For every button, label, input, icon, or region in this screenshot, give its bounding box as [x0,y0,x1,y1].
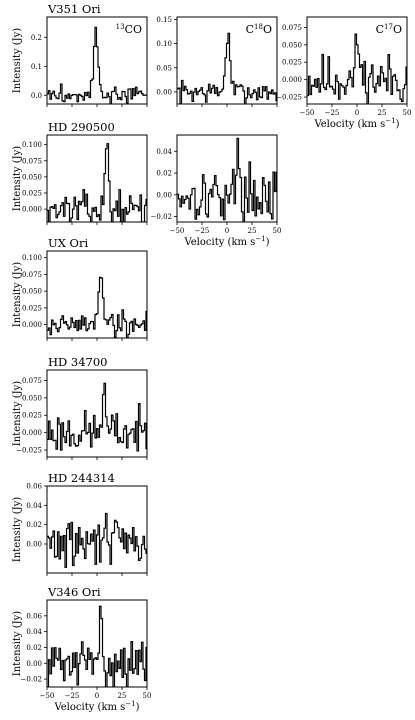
y-tick-label: 0.02 [26,521,42,529]
x-tick-label: −25 [195,227,210,235]
y-tick-label: 0.075 [22,271,42,279]
y-tick-label: 0.000 [282,76,302,84]
molecule-label: C18O [246,23,272,36]
x-axis-label: Velocity (km s−1) [183,235,269,248]
panel-title: V351 Ori [47,2,101,16]
y-tick-label: 0.050 [22,288,42,296]
y-axis-label: Intensity (Jy) [12,146,23,212]
y-tick-label: 0.0 [31,92,42,100]
panel-hd244314-13co: 0.00 0.02 0.04 0.06 HD 244314 Intensity (Jy) [12,471,148,576]
y-tick-label: 0.000 [22,321,42,329]
y-tick-label: −0.02 [21,676,42,684]
y-tick-label: 0.00 [26,541,42,549]
y-tick-label: 0.2 [31,34,42,42]
x-tick-label: 50 [403,109,412,117]
y-tick-label: 0.00 [156,88,172,96]
y-tick-label: 0.15 [156,16,172,24]
y-axis-label: Intensity (Jy) [12,497,23,563]
y-tick-label: 0.075 [22,377,42,385]
y-tick-label: −0.02 [151,213,172,221]
y-tick-label: 0.050 [22,394,42,402]
x-tick-label: 25 [378,109,387,117]
y-tick-label: 0.000 [22,206,42,214]
panel-uxori-13co: 0.000 0.025 0.050 0.075 0.100 UX Ori Intensity… [12,236,148,341]
y-tick-label: 0.00 [26,660,42,668]
y-tick-label: 0.075 [282,24,302,32]
y-tick-label: 0.100 [22,141,42,149]
x-tick-label: 0 [355,109,359,117]
x-tick-label: 25 [248,227,257,235]
x-tick-label: −50 [300,109,315,117]
spectrum-line [47,276,147,338]
panel-title: UX Ori [48,236,88,250]
x-tick-label: −50 [40,692,55,700]
y-tick-label: 0.04 [26,502,42,510]
spectrum-line [47,26,147,104]
panel-hd290500-c18o: −0.02 0.00 0.02 0.04 −50 −25 0 25 50 Velocity (km… [151,134,282,248]
panel-v351-c17o: −0.025 0.000 0.025 0.050 0.075 −50 −25 0 25 50 C17… [276,16,412,130]
y-tick-label: 0.100 [22,254,42,262]
panel-title: V346 Ori [47,585,101,599]
y-tick-label: 0.06 [26,612,42,620]
spectrum-line [307,33,407,104]
y-tick-label: 0.025 [22,304,42,312]
y-tick-label: 0.02 [156,170,172,178]
panel-v346-13co: −0.02 0.00 0.02 0.04 0.06 −50 −25 0 25 50 V346 Ori… [12,585,151,713]
spectrum-line [47,382,147,452]
panel-title: HD 34700 [48,355,108,369]
spectrum-line [177,32,277,104]
y-tick-label: 0.050 [282,41,302,49]
x-axis-label: Velocity (km s−1) [53,700,139,713]
molecule-label: 13CO [116,23,142,36]
y-tick-label: 0.025 [22,412,42,420]
y-axis-label: Intensity (Jy) [12,262,23,328]
panel-v351-13co: 0.0 0.1 0.2 V351 Ori 13CO Intensity (Jy) [12,2,148,107]
y-axis-label: Intensity (Jy) [12,611,23,677]
y-tick-label: 0.10 [156,40,172,48]
y-tick-label: 0.02 [26,644,42,652]
y-tick-label: 0.04 [26,628,42,636]
spectrum-line [177,137,277,222]
panel-hd290500-13co: 0.000 0.025 0.050 0.075 0.100 HD 290500 Intens… [12,120,148,225]
y-tick-label: −0.025 [16,447,42,455]
y-tick-label: 0.04 [156,148,172,156]
y-tick-label: 0.1 [31,63,42,71]
y-tick-label: 0.025 [22,190,42,198]
x-tick-label: 0 [95,692,99,700]
x-tick-label: −25 [325,109,340,117]
spectrum-line [47,605,147,687]
x-tick-label: 25 [118,692,127,700]
panel-title: HD 290500 [48,120,115,134]
panel-title: HD 244314 [48,471,115,485]
y-axis-label: Intensity (Jy) [12,28,23,94]
spectrum-line [47,143,147,222]
x-tick-label: 50 [273,227,282,235]
y-tick-label: −0.025 [276,94,302,102]
y-tick-label: 0.00 [156,191,172,199]
molecule-label: C17O [376,23,402,36]
panel-hd34700-13co: −0.025 0.000 0.025 0.050 0.075 HD 34700 Intens… [12,355,148,460]
spectrum-line [47,512,147,568]
x-tick-label: −50 [170,227,185,235]
y-tick-label: 0.075 [22,157,42,165]
x-axis-label: Velocity (km s−1) [313,117,399,130]
y-tick-label: 0.025 [282,59,302,67]
x-tick-label: 0 [225,227,229,235]
x-tick-label: 50 [143,692,152,700]
x-tick-label: −25 [65,692,80,700]
y-tick-label: 0.06 [26,483,42,491]
y-axis-label: Intensity (Jy) [12,381,23,447]
y-tick-label: 0.000 [22,429,42,437]
y-tick-label: 0.050 [22,173,42,181]
y-tick-label: 0.05 [156,64,172,72]
panel-v351-c18o: 0.00 0.05 0.10 0.15 C18O [156,16,278,107]
